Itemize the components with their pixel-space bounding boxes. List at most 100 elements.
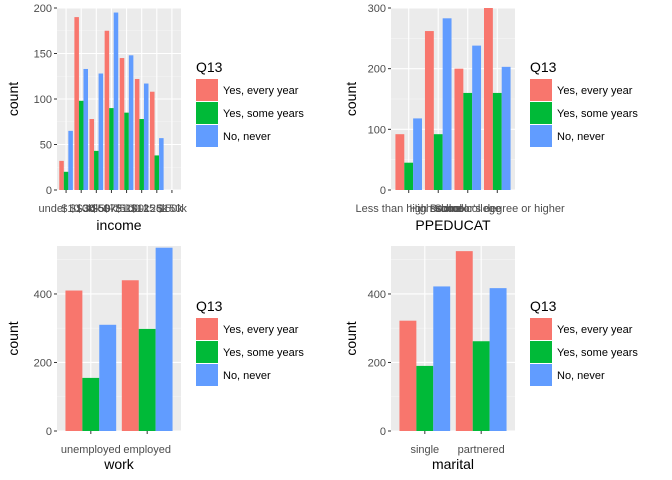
bar-1-3 [89, 119, 95, 190]
legend-key-2 [196, 341, 218, 363]
x-tick-label: $150k [157, 203, 187, 215]
chart-1: 0 50 100 150 200 under $10k$10-30k$30-50k$50-… [5, 3, 304, 233]
y-axis-title: count [343, 321, 359, 355]
x-tick-label: employed [123, 444, 171, 456]
legend-label-2: Yes, some years [223, 108, 304, 120]
legend-label-1: Yes, every year [557, 85, 633, 97]
bar-2-6 [139, 119, 144, 190]
x-tick-label: $125-150k [131, 203, 183, 215]
bar-2-2 [472, 341, 490, 431]
y-tick-label: 0 [380, 426, 386, 438]
legend-label-2: Yes, some years [557, 108, 638, 120]
bar-1-2 [121, 280, 139, 431]
y-tick-label: 400 [368, 289, 386, 301]
bar-3-6 [143, 83, 149, 190]
y-tick-label: 100 [34, 94, 52, 106]
legend-key-2 [530, 102, 552, 124]
y-tick-label: 200 [368, 64, 386, 76]
x-tick-label: $75-100k [104, 203, 150, 215]
bar-3-2 [442, 18, 452, 190]
bar-2-1 [82, 377, 100, 431]
legend-title: Q13 [196, 59, 223, 75]
legend-key-2 [196, 102, 218, 124]
legend-key-3 [530, 364, 552, 386]
bar-3-2 [155, 247, 173, 431]
y-axis-title: count [343, 82, 359, 116]
legend-label-1: Yes, every year [557, 324, 633, 336]
y-axis-title: count [5, 82, 21, 116]
bar-2-2 [138, 328, 156, 431]
bar-3-4 [501, 66, 511, 190]
bar-3-1 [413, 118, 422, 190]
legend-key-3 [196, 364, 218, 386]
bar-3-3 [472, 45, 482, 190]
bar-1-4 [104, 30, 110, 190]
y-tick-label: 200 [368, 357, 386, 369]
x-tick-label: partnered [458, 444, 505, 456]
x-tick-label: $10-30k [61, 203, 101, 215]
legend-key-3 [530, 125, 552, 147]
bar-3-1 [433, 286, 451, 431]
bar-1-1 [395, 134, 405, 190]
x-tick-label: Less than high school [356, 203, 462, 215]
bar-1-1 [399, 320, 417, 431]
x-tick-label: $100-125k [116, 203, 168, 215]
x-tick-label: Bachelor's degree or higher [430, 203, 565, 215]
legend-key-2 [530, 341, 552, 363]
bar-3-7 [159, 138, 164, 190]
x-tick-label: $30-50k [76, 203, 116, 215]
legend-label-3: No, never [557, 370, 605, 382]
legend-label-1: Yes, every year [223, 324, 299, 336]
x-axis-title: PPEDUCAT [415, 217, 491, 233]
legend-label-1: Yes, every year [223, 85, 299, 97]
legend-label-3: No, never [223, 131, 271, 143]
x-axis-title: marital [432, 456, 474, 472]
legend-title: Q13 [196, 298, 223, 314]
bar-2-3 [463, 92, 473, 190]
x-tick-label: unemployed [61, 444, 121, 456]
bar-1-5 [119, 58, 125, 190]
bar-3-4 [113, 12, 119, 190]
bar-1-7 [150, 91, 155, 190]
legend-label-3: No, never [223, 370, 271, 382]
x-axis-title: work [103, 456, 135, 472]
y-tick-label: 300 [368, 3, 386, 15]
bar-2-1 [404, 162, 414, 190]
x-tick-label: Some college [434, 203, 501, 215]
y-tick-label: 0 [46, 185, 52, 197]
bar-2-3 [94, 150, 99, 190]
bar-3-2 [83, 68, 88, 190]
x-tick-label: single [410, 444, 439, 456]
legend-title: Q13 [530, 298, 557, 314]
y-axis-title: count [5, 321, 21, 355]
bar-3-1 [99, 324, 117, 431]
bar-2-7 [154, 155, 160, 190]
bar-1-4 [484, 8, 493, 190]
y-tick-label: 200 [34, 357, 52, 369]
bar-2-1 [63, 171, 69, 190]
x-tick-label: $50-75k [92, 203, 132, 215]
bar-1-3 [454, 68, 464, 190]
bar-1-2 [74, 17, 79, 190]
y-tick-label: 400 [34, 289, 52, 301]
legend-key-1 [196, 79, 218, 101]
bar-2-2 [78, 100, 84, 190]
legend-label-2: Yes, some years [557, 347, 638, 359]
y-tick-label: 150 [34, 49, 52, 61]
legend-key-1 [196, 318, 218, 340]
x-tick-label: High school [409, 203, 466, 215]
bar-3-5 [128, 55, 134, 190]
bar-1-1 [65, 290, 83, 431]
y-tick-label: 100 [368, 124, 386, 136]
y-tick-label: 0 [380, 185, 386, 197]
bar-3-3 [98, 73, 104, 190]
legend-label-3: No, never [557, 131, 605, 143]
bar-2-1 [416, 365, 434, 431]
